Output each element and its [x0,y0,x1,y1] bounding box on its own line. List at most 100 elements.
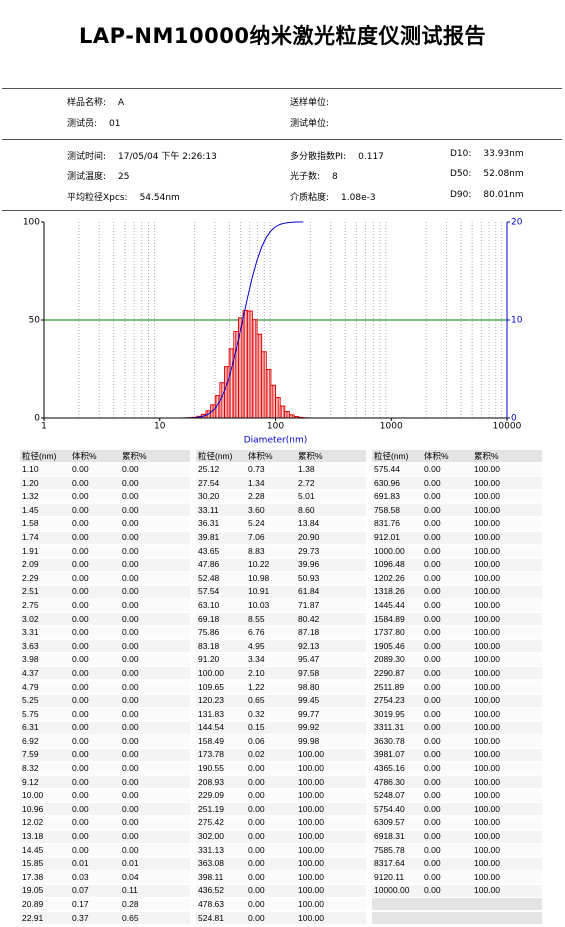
table-cell: 3630.78 [374,735,405,746]
table-row [372,844,542,857]
info-label: 样品名称: [67,98,107,108]
table-cell: 100.00 [474,844,500,855]
table-cell: 0.00 [122,708,139,719]
table-row [20,572,190,585]
table-cell: 1.74 [22,532,39,543]
table-row [20,531,190,544]
table-cell: 7.06 [248,532,265,543]
table-cell: 100.00 [474,464,500,475]
table-row [20,708,190,721]
table-cell: 1445.44 [374,599,405,610]
table-cell: 100.00 [474,790,500,801]
cumulative-line [182,221,304,419]
table-row [20,667,190,680]
table-cell: 0.00 [122,586,139,597]
table-cell: 30.20 [198,491,220,502]
table-cell: 0.00 [122,599,139,610]
table-cell: 3.31 [22,627,39,638]
y2-tick-label: 20 [511,218,523,228]
table-cell: 1318.26 [374,586,405,597]
table-cell: 47.86 [198,559,220,570]
table-cell: 1.32 [22,491,39,502]
table-cell: 0.00 [72,708,89,719]
table-cell: 0.00 [72,654,89,665]
table-cell: 100.00 [298,803,324,814]
info-value: 1.08e-3 [341,193,376,203]
table-cell: 0.00 [424,749,441,760]
table-row [20,803,190,816]
table-cell: 0.00 [72,735,89,746]
table-cell: 109.65 [198,681,224,692]
table-cell: 251.19 [198,803,224,814]
table-cell: 1202.26 [374,572,405,583]
table-cell: 25.12 [198,464,220,475]
table-cell: 0.00 [424,763,441,774]
table-cell: 80.42 [298,613,320,624]
table-cell: 100.00 [298,912,324,923]
table-cell: 6.92 [22,735,39,746]
table-row [372,504,542,517]
table-row [20,681,190,694]
table-cell: 2089.30 [374,654,405,665]
table-row [196,884,366,897]
table-cell: 0.00 [122,722,139,733]
y2-tick-label: 0 [511,414,517,424]
table-cell: 0.00 [424,640,441,651]
table-cell: 0.00 [72,667,89,678]
table-cell: 0.00 [72,559,89,570]
table-cell: 0.00 [72,532,89,543]
table-cell: 912.01 [374,532,400,543]
table-cell: 0.00 [122,803,139,814]
table-cell: 229.09 [198,790,224,801]
table-row [20,912,190,925]
divider [2,139,562,140]
column-header: 体积% [248,450,273,461]
bar [275,396,281,419]
table-cell: 2.10 [248,667,265,678]
table-row [20,504,190,517]
table-row [20,640,190,653]
bar [284,411,290,419]
bar [224,366,230,419]
table-cell: 0.00 [122,572,139,583]
table-row [196,708,366,721]
table-row [372,884,542,897]
table-cell: 100.00 [298,871,324,882]
table-row [20,830,190,843]
table-cell: 100.00 [474,885,500,896]
table-cell: 0.00 [72,831,89,842]
table-row [20,898,190,911]
table-row [20,558,190,571]
table-cell: 9.12 [22,776,39,787]
table-cell: 0.00 [72,504,89,515]
table-cell: 98.80 [298,681,320,692]
info-label: D90: [450,190,472,200]
table-cell: 0.00 [122,749,139,760]
table-cell: 1.91 [22,545,39,556]
table-cell: 0.00 [248,844,265,855]
table-cell: 0.00 [122,695,139,706]
table-cell: 8.55 [248,613,265,624]
table-cell: 100.00 [474,599,500,610]
table-cell: 5754.40 [374,803,405,814]
table-row [372,857,542,870]
bar [228,348,235,419]
table-cell: 91.20 [198,654,220,665]
table-row [20,477,190,490]
table-cell: 8.83 [248,545,265,556]
table-row [372,748,542,761]
table-row [196,585,366,598]
table-row [20,762,190,775]
table-row [20,816,190,829]
table-cell: 10.00 [22,790,44,801]
table-row [20,721,190,734]
table-cell: 5.24 [248,518,265,529]
table-cell: 0.00 [424,708,441,719]
table-cell: 3.60 [248,504,265,515]
table-row [372,545,542,558]
table-cell: 6.76 [248,627,265,638]
bar [251,319,258,419]
table-row [196,613,366,626]
table-cell: 6309.57 [374,817,405,828]
table-cell: 3.34 [248,654,265,665]
